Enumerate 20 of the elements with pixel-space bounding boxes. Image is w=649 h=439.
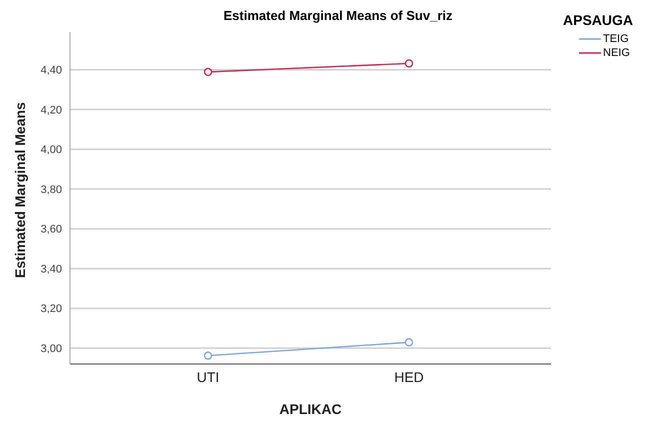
y-axis-title: Estimated Marginal Means bbox=[12, 102, 28, 278]
chart-title: Estimated Marginal Means of Suv_riz bbox=[223, 8, 452, 23]
x-axis-title: APLIKAC bbox=[279, 401, 342, 417]
y-tick-label: 4,00 bbox=[40, 144, 62, 156]
y-tick-label: 4,20 bbox=[40, 104, 62, 116]
point bbox=[404, 338, 414, 346]
x-tick-label: HED bbox=[394, 368, 424, 385]
y-tick-label: 3,80 bbox=[40, 184, 62, 196]
y-tick-label: 3,60 bbox=[40, 224, 62, 236]
x-tick-label: UTI bbox=[196, 368, 220, 385]
point bbox=[204, 68, 212, 76]
y-tick-label: 3,00 bbox=[40, 343, 62, 355]
point bbox=[204, 352, 212, 360]
point bbox=[404, 59, 414, 68]
legend-title: APSAUGA bbox=[563, 12, 634, 28]
y-tick-label: 3,20 bbox=[40, 303, 62, 316]
legend-label: NEIG bbox=[603, 47, 630, 59]
legend-label: TEIG bbox=[603, 33, 629, 45]
y-tick-label: 3,40 bbox=[40, 263, 62, 276]
y-tick-label: 4,40 bbox=[40, 64, 62, 77]
